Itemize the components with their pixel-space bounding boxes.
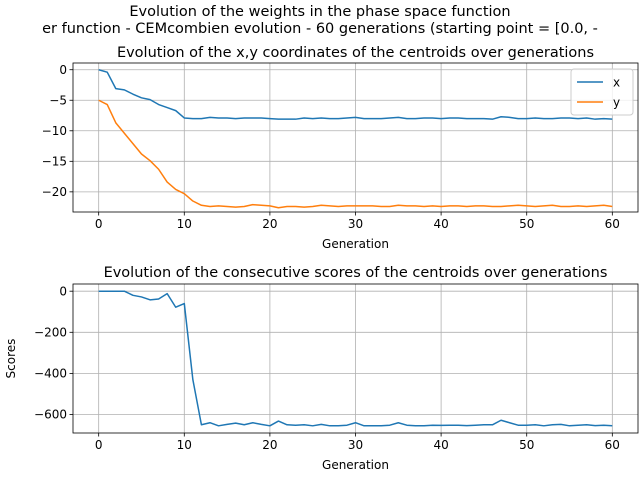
x-axis-label: Generation [322,237,389,251]
plot-title: Evolution of the x,y coordinates of the … [117,45,594,61]
y-tick-label: −20 [42,185,67,199]
x-tick-label: 50 [519,438,534,452]
scores-plot: Evolution of the consecutive scores of t… [4,265,639,472]
legend-label-y: y [613,96,620,110]
x-tick-label: 40 [433,217,448,231]
plot-title: Evolution of the consecutive scores of t… [104,265,608,281]
y-tick-label: −200 [34,325,67,339]
x-tick-label: 20 [262,217,277,231]
series-line-x [98,68,613,120]
legend-box [570,68,634,116]
x-axis-label: Generation [322,458,389,472]
series-line-y [98,99,613,209]
y-tick-label: −15 [42,155,67,169]
x-tick-label: 60 [605,217,620,231]
x-tick-label: 30 [348,438,363,452]
figure-suptitle-line1: Evolution of the weights in the phase sp… [129,4,510,20]
x-tick-label: 30 [348,217,363,231]
x-tick-label: 0 [95,438,103,452]
y-tick-label: −400 [34,367,67,381]
x-tick-label: 60 [605,438,620,452]
y-tick-label: −5 [49,93,67,107]
y-tick-label: −10 [42,124,67,138]
y-tick-label: 0 [59,63,67,77]
x-tick-label: 20 [262,438,277,452]
coordinates-plot: Evolution of the x,y coordinates of the … [42,45,639,251]
x-tick-label: 10 [177,438,192,452]
x-tick-label: 0 [95,217,103,231]
x-tick-label: 10 [177,217,192,231]
y-axis-label: Scores [4,339,18,379]
figure-suptitle-line2: er function - CEMcombien evolution - 60 … [42,21,598,37]
x-tick-label: 40 [433,438,448,452]
series-line [98,290,613,427]
x-tick-label: 50 [519,217,534,231]
legend-label-x: x [613,76,620,90]
y-tick-label: −600 [34,408,67,422]
y-tick-label: 0 [59,284,67,298]
